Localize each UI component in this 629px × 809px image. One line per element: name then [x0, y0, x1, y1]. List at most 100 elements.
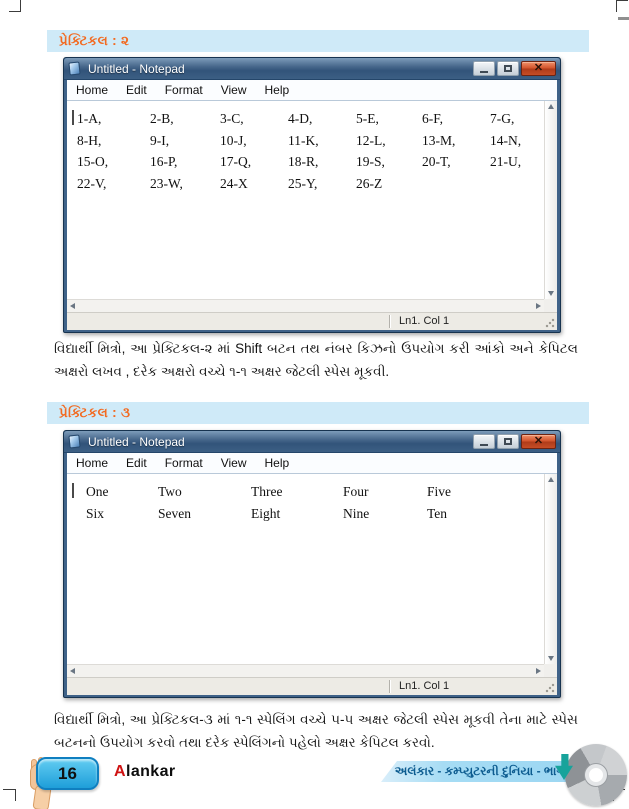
- menu-help[interactable]: Help: [264, 83, 290, 97]
- instruction-paragraph-2: વિદ્યાર્થી મિત્રો, આ પ્રેક્ટિકલ-૩ માં ૧-…: [54, 712, 578, 750]
- notepad-text: 14-N,: [490, 132, 522, 148]
- text-cursor: [72, 483, 74, 498]
- notepad-text: 20-T,: [422, 154, 451, 169]
- notepad-text: 6-F,: [422, 111, 444, 126]
- notepad-text: 24-X: [220, 175, 248, 191]
- notepad-text: Eight: [251, 505, 281, 521]
- notepad-window-2: Untitled - Notepad ✕ Home Edit Format Vi…: [63, 430, 561, 698]
- scroll-down-icon[interactable]: [548, 291, 554, 296]
- close-icon: ✕: [533, 435, 544, 447]
- close-button[interactable]: ✕: [521, 434, 556, 449]
- scroll-up-icon[interactable]: [548, 104, 554, 109]
- menu-help[interactable]: Help: [264, 456, 290, 470]
- cd-hole: [585, 764, 607, 786]
- notepad-text: 17-Q,: [220, 154, 252, 169]
- crop-mark: [3, 789, 15, 790]
- scrollbar-corner: [544, 664, 557, 677]
- crop-mark: [9, 11, 21, 12]
- menu-view[interactable]: View: [220, 456, 247, 470]
- notepad-text: One: [86, 484, 109, 499]
- vertical-scrollbar[interactable]: [544, 474, 557, 664]
- scroll-right-icon[interactable]: [536, 303, 541, 309]
- minimize-button[interactable]: [473, 61, 495, 76]
- book-title: અલંકાર - કમ્પ્યુટરની દુનિયા - ભાગ-૨: [394, 764, 577, 778]
- status-bar: Ln1. Col 1: [67, 677, 557, 695]
- notepad-text: 19-S,: [356, 154, 385, 169]
- notepad-text: Four: [343, 484, 369, 499]
- notepad-text: Nine: [343, 505, 370, 521]
- horizontal-scrollbar[interactable]: [67, 664, 544, 677]
- crop-mark: [618, 17, 629, 20]
- page-number-badge: 16: [36, 757, 99, 790]
- text-content[interactable]: One Two Three Four Five Six Seven Eight …: [67, 474, 544, 664]
- notepad-icon: [68, 433, 82, 449]
- footer-title-strip: અલંકાર - કમ્પ્યુટરની દુનિયા - ભાગ-૨: [381, 761, 590, 782]
- scroll-right-icon[interactable]: [536, 668, 541, 674]
- close-button[interactable]: ✕: [521, 61, 556, 76]
- status-divider: [389, 315, 390, 328]
- notepad-text: 4-D,: [288, 111, 313, 126]
- resize-grip-icon[interactable]: [545, 318, 555, 328]
- maximize-icon: [504, 438, 512, 445]
- menu-bar: Home Edit Format View Help: [67, 453, 557, 474]
- cursor-position: Ln1. Col 1: [399, 315, 450, 327]
- section-header-practical-3: પ્રેક્ટિકલ : ૩: [47, 402, 589, 424]
- text-content[interactable]: 1-A, 2-B, 3-C, 4-D, 5-E, 6-F, 7-G, 8-H, …: [67, 101, 544, 299]
- menu-edit[interactable]: Edit: [126, 83, 147, 97]
- notepad-text: 18-R,: [288, 154, 319, 169]
- scroll-up-icon[interactable]: [548, 477, 554, 482]
- crop-mark: [15, 789, 16, 801]
- notepad-text: 12-L,: [356, 132, 386, 148]
- horizontal-scrollbar[interactable]: [67, 299, 544, 312]
- notepad-text: 3-C,: [220, 111, 244, 126]
- notepad-text: 21-U,: [490, 154, 522, 169]
- window-title: Untitled - Notepad: [88, 61, 185, 76]
- notepad-text: Ten: [427, 505, 448, 521]
- title-bar[interactable]: Untitled - Notepad ✕: [64, 431, 560, 453]
- notepad-icon: [68, 60, 82, 76]
- menu-format[interactable]: Format: [164, 83, 203, 97]
- menu-home[interactable]: Home: [76, 456, 109, 470]
- scrollbar-corner: [544, 299, 557, 312]
- instruction-paragraph-1: વિદ્યાર્થી મિત્રો, આ પ્રેક્ટિકલ-૨ માં Sh…: [54, 341, 578, 379]
- notepad-text: Seven: [158, 505, 191, 521]
- menu-home[interactable]: Home: [76, 83, 109, 97]
- cursor-position: Ln1. Col 1: [399, 680, 450, 692]
- publisher-logo: Alankar: [114, 763, 176, 780]
- window-title: Untitled - Notepad: [88, 434, 185, 449]
- notepad-text: 13-M,: [422, 132, 456, 148]
- notepad-text: Two: [158, 484, 182, 499]
- section-header-practical-2: પ્રેક્ટિકલ : ૨: [47, 30, 589, 52]
- notepad-text: 16-P,: [150, 154, 178, 169]
- edit-area[interactable]: One Two Three Four Five Six Seven Eight …: [67, 474, 557, 677]
- maximize-button[interactable]: [497, 434, 519, 449]
- resize-grip-icon[interactable]: [545, 683, 555, 693]
- section-title: પ્રેક્ટિકલ : ૨: [59, 33, 130, 48]
- notepad-text: 15-O,: [77, 154, 109, 169]
- scroll-down-icon[interactable]: [548, 656, 554, 661]
- menu-view[interactable]: View: [220, 83, 247, 97]
- status-divider: [389, 680, 390, 693]
- maximize-button[interactable]: [497, 61, 519, 76]
- scroll-left-icon[interactable]: [70, 668, 75, 674]
- notepad-text: 22-V,: [77, 175, 107, 191]
- section-title: પ્રેક્ટિકલ : ૩: [59, 405, 131, 420]
- notepad-text: 26-Z: [356, 175, 383, 191]
- notepad-text: 10-J,: [220, 132, 247, 148]
- minimize-icon: [480, 444, 488, 446]
- menu-edit[interactable]: Edit: [126, 456, 147, 470]
- vertical-scrollbar[interactable]: [544, 101, 557, 299]
- close-icon: ✕: [533, 62, 544, 74]
- cd-disc-icon: [555, 744, 627, 806]
- menu-format[interactable]: Format: [164, 456, 203, 470]
- minimize-button[interactable]: [473, 434, 495, 449]
- notepad-text: 9-I,: [150, 132, 170, 148]
- edit-area[interactable]: 1-A, 2-B, 3-C, 4-D, 5-E, 6-F, 7-G, 8-H, …: [67, 101, 557, 312]
- menu-bar: Home Edit Format View Help: [67, 80, 557, 101]
- title-bar[interactable]: Untitled - Notepad ✕: [64, 58, 560, 80]
- scroll-left-icon[interactable]: [70, 303, 75, 309]
- minimize-icon: [480, 71, 488, 73]
- crop-mark: [20, 0, 21, 12]
- notepad-text: 7-G,: [490, 111, 515, 126]
